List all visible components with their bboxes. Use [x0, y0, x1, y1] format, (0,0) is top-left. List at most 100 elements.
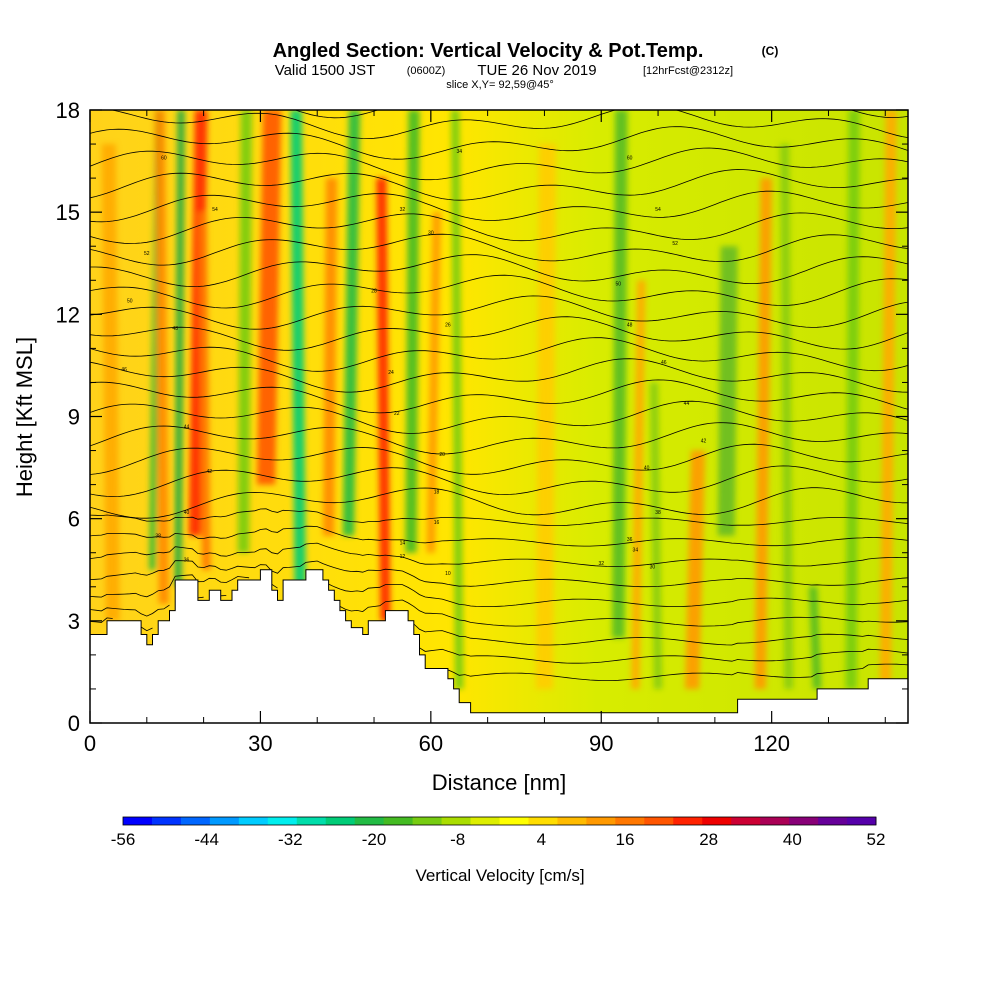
theta-contour: [90, 212, 908, 244]
contour-label: 46: [661, 360, 667, 366]
colorbar-swatch: [557, 817, 587, 825]
chart-title: Angled Section: Vertical Velocity & Pot.…: [273, 40, 704, 62]
theta-contour: [90, 542, 908, 567]
theta-contour: [447, 663, 908, 681]
theta-contour: [90, 358, 908, 393]
colorbar-tick-label: 40: [783, 830, 802, 849]
contour-label: 44: [684, 401, 690, 407]
theta-contour: [90, 400, 908, 434]
y-tick-label: 9: [68, 405, 80, 430]
contour-label: 42: [701, 438, 707, 444]
subtitle-valid: Valid 1500 JST: [275, 62, 376, 79]
chart-titles: Angled Section: Vertical Velocity & Pot.…: [273, 40, 779, 91]
colorbar-swatch: [238, 817, 269, 825]
contour-label: 40: [184, 510, 190, 516]
colorbar-swatch: [644, 817, 674, 825]
colorbar-tick-label: -44: [194, 830, 219, 849]
contour-label: 24: [388, 370, 394, 376]
theta-contour: [90, 190, 908, 223]
contour-label: 12: [400, 554, 406, 560]
contour-label: 54: [655, 207, 661, 213]
colorbar-tick-label: -8: [450, 830, 465, 849]
contour-label: 36: [627, 537, 633, 543]
contour-label: 10: [445, 571, 451, 577]
colorbar-swatch: [180, 817, 211, 825]
colorbar-swatch: [296, 817, 327, 825]
subtitle-utc: (0600Z): [407, 65, 446, 77]
velocity-band: [649, 382, 663, 689]
theta-contour: [90, 487, 908, 519]
y-tick-label: 18: [56, 98, 80, 123]
contour-label: 60: [627, 156, 633, 162]
velocity-band: [174, 110, 185, 587]
contour-label: 18: [434, 489, 440, 495]
contour-label: 44: [184, 425, 190, 431]
colorbar-tick-label: 4: [537, 830, 546, 849]
colorbar: -56 -44 -32 -20 -8 4 16 28 40 52: [111, 816, 885, 849]
y-tick-label: 12: [56, 302, 80, 327]
contour-label: 38: [655, 510, 661, 516]
x-tick-label: 120: [753, 731, 790, 756]
theta-contour: [90, 422, 908, 455]
contour-label: 28: [371, 288, 377, 294]
theta-contour: [90, 465, 908, 498]
contour-label: 42: [207, 469, 213, 475]
contour-label: 52: [144, 251, 150, 257]
contour-label: 16: [434, 520, 440, 526]
velocity-band: [845, 110, 860, 689]
theta-contour: [90, 443, 908, 475]
colorbar-swatch: [441, 817, 472, 825]
theta-contour: [90, 617, 908, 646]
contour-label: 14: [400, 541, 406, 547]
chart-title-units: (C): [762, 44, 779, 58]
x-tick-label: 90: [589, 731, 613, 756]
y-tick-label: 3: [68, 609, 80, 634]
colorbar-swatch: [267, 817, 298, 825]
colorbar-swatch: [615, 817, 645, 825]
colorbar-swatch: [412, 817, 443, 825]
contour-label: 34: [633, 547, 639, 553]
theta-contour: [90, 233, 908, 266]
velocity-band: [290, 110, 306, 587]
contour-label: 38: [155, 534, 161, 540]
x-tick-label: 30: [248, 731, 272, 756]
theta-contour: [90, 508, 908, 526]
colorbar-tick-label: 28: [699, 830, 718, 849]
velocity-band: [342, 110, 361, 536]
y-tick-label: 0: [68, 711, 80, 736]
colorbar-tick-label: -56: [111, 830, 136, 849]
theta-contour: [90, 560, 908, 588]
subtitle-slice: slice X,Y= 92,59@45°: [446, 79, 554, 91]
theta-contour: [90, 525, 908, 547]
contour-label: 46: [121, 367, 127, 373]
velocity-band: [198, 212, 211, 570]
contour-label: 26: [445, 323, 451, 329]
velocity-band: [237, 110, 253, 553]
subtitle-date: TUE 26 Nov 2019: [477, 62, 596, 79]
contour-label: 36: [184, 558, 190, 564]
x-tick-label: 60: [419, 731, 443, 756]
x-axis-label: Distance [nm]: [432, 770, 567, 795]
y-tick-label: 6: [68, 507, 80, 532]
plot-area: 6054525048464442403836343230282624222018…: [90, 110, 908, 723]
colorbar-swatch: [702, 817, 732, 825]
contour-labels: 6054525048464442403836343230282624222018…: [121, 149, 706, 577]
contour-label: 52: [672, 241, 678, 247]
colorbar-swatch: [470, 817, 500, 825]
colorbar-swatch: [586, 817, 616, 825]
velocity-band: [426, 212, 442, 553]
theta-contour: [109, 110, 908, 140]
theta-contour: [90, 169, 908, 201]
velocity-band: [612, 110, 628, 638]
colorbar-tick-label: -32: [278, 830, 303, 849]
theta-contour: [90, 337, 908, 372]
velocity-streaks: [101, 110, 897, 689]
velocity-band: [322, 178, 338, 536]
contour-label: 34: [456, 149, 462, 155]
contour-label: 30: [650, 564, 656, 570]
colorbar-swatch: [528, 817, 558, 825]
colorbar-swatch: [731, 817, 761, 825]
x-tick-label: 0: [84, 731, 96, 756]
colorbar-label: Vertical Velocity [cm/s]: [415, 866, 584, 885]
